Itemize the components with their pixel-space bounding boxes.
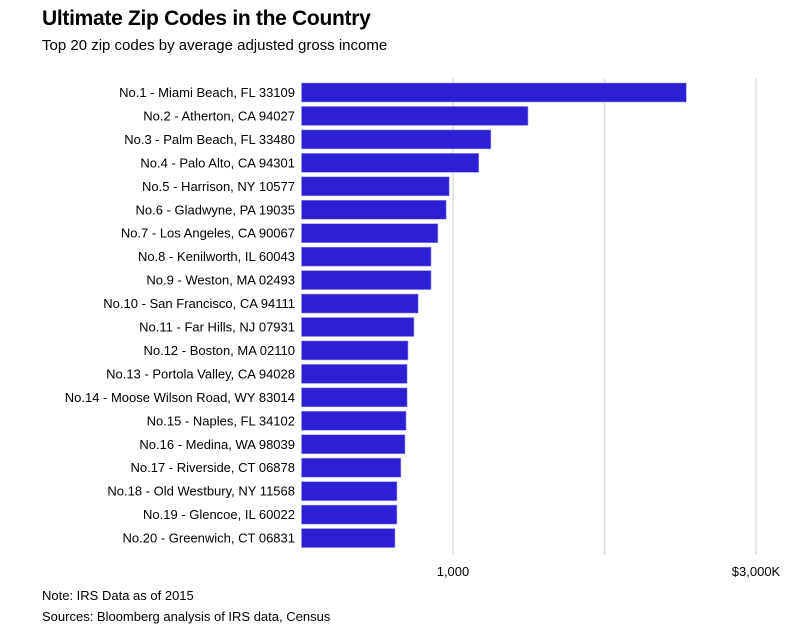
category-label: No.15 - Naples, FL 34102: [147, 413, 295, 428]
bars: [301, 82, 687, 548]
chart-title: Ultimate Zip Codes in the Country: [42, 7, 371, 30]
bar: [301, 82, 687, 103]
bar: [301, 457, 402, 478]
category-label: No.5 - Harrison, NY 10577: [142, 179, 295, 194]
category-label: No.9 - Weston, MA 02493: [146, 273, 295, 288]
bar: [301, 364, 408, 384]
chart-subtitle: Top 20 zip codes by average adjusted gro…: [42, 37, 388, 54]
gridlines: [452, 78, 757, 555]
bar: [301, 223, 439, 243]
bar: [301, 293, 419, 314]
bar: [301, 153, 480, 173]
category-label: No.20 - Greenwich, CT 06831: [123, 531, 295, 546]
category-label: No.13 - Portola Valley, CA 94028: [106, 366, 295, 381]
bar: [301, 481, 398, 501]
bar: [301, 129, 492, 150]
source-note: Sources: Bloomberg analysis of IRS data,…: [42, 609, 331, 624]
bar: [301, 340, 409, 361]
bar: [301, 199, 447, 220]
bar: [301, 270, 432, 290]
category-label: No.19 - Glencoe, IL 60022: [143, 507, 295, 522]
category-label: No.12 - Boston, MA 02110: [143, 343, 295, 358]
category-label: No.1 - Miami Beach, FL 33109: [119, 85, 295, 100]
category-label: No.7 - Los Angeles, CA 90067: [121, 226, 295, 241]
bar: [301, 528, 396, 548]
bar: [301, 387, 408, 408]
category-label: No.8 - Kenilworth, IL 60043: [138, 249, 295, 264]
category-label: No.10 - San Francisco, CA 94111: [103, 296, 295, 311]
bar: [301, 176, 450, 197]
category-label: No.4 - Palo Alto, CA 94301: [140, 155, 295, 170]
bar: [301, 246, 432, 267]
bar: [301, 106, 529, 126]
category-label: No.3 - Palm Beach, FL 33480: [124, 132, 295, 147]
bar: [301, 317, 415, 337]
x-tick-label: 1,000: [437, 564, 470, 579]
bar: [301, 504, 398, 525]
category-label: No.2 - Atherton, CA 94027: [143, 108, 295, 123]
x-tick-labels: 1,000 $3,000K: [437, 564, 781, 579]
category-label: No.17 - Riverside, CT 06878: [130, 460, 295, 475]
bar: [301, 434, 406, 455]
footnote: Note: IRS Data as of 2015: [42, 588, 194, 603]
category-label: No.18 - Old Westbury, NY 11568: [107, 484, 295, 499]
category-label: No.16 - Medina, WA 98039: [139, 437, 295, 452]
category-label: No.14 - Moose Wilson Road, WY 83014: [65, 390, 295, 405]
category-labels: No.1 - Miami Beach, FL 33109 No.2 - Ather…: [65, 85, 295, 546]
category-label: No.6 - Gladwyne, PA 19035: [136, 202, 295, 217]
bar: [301, 410, 407, 431]
category-label: No.11 - Far Hills, NJ 07931: [139, 320, 295, 335]
x-tick-label: $3,000K: [732, 564, 781, 579]
